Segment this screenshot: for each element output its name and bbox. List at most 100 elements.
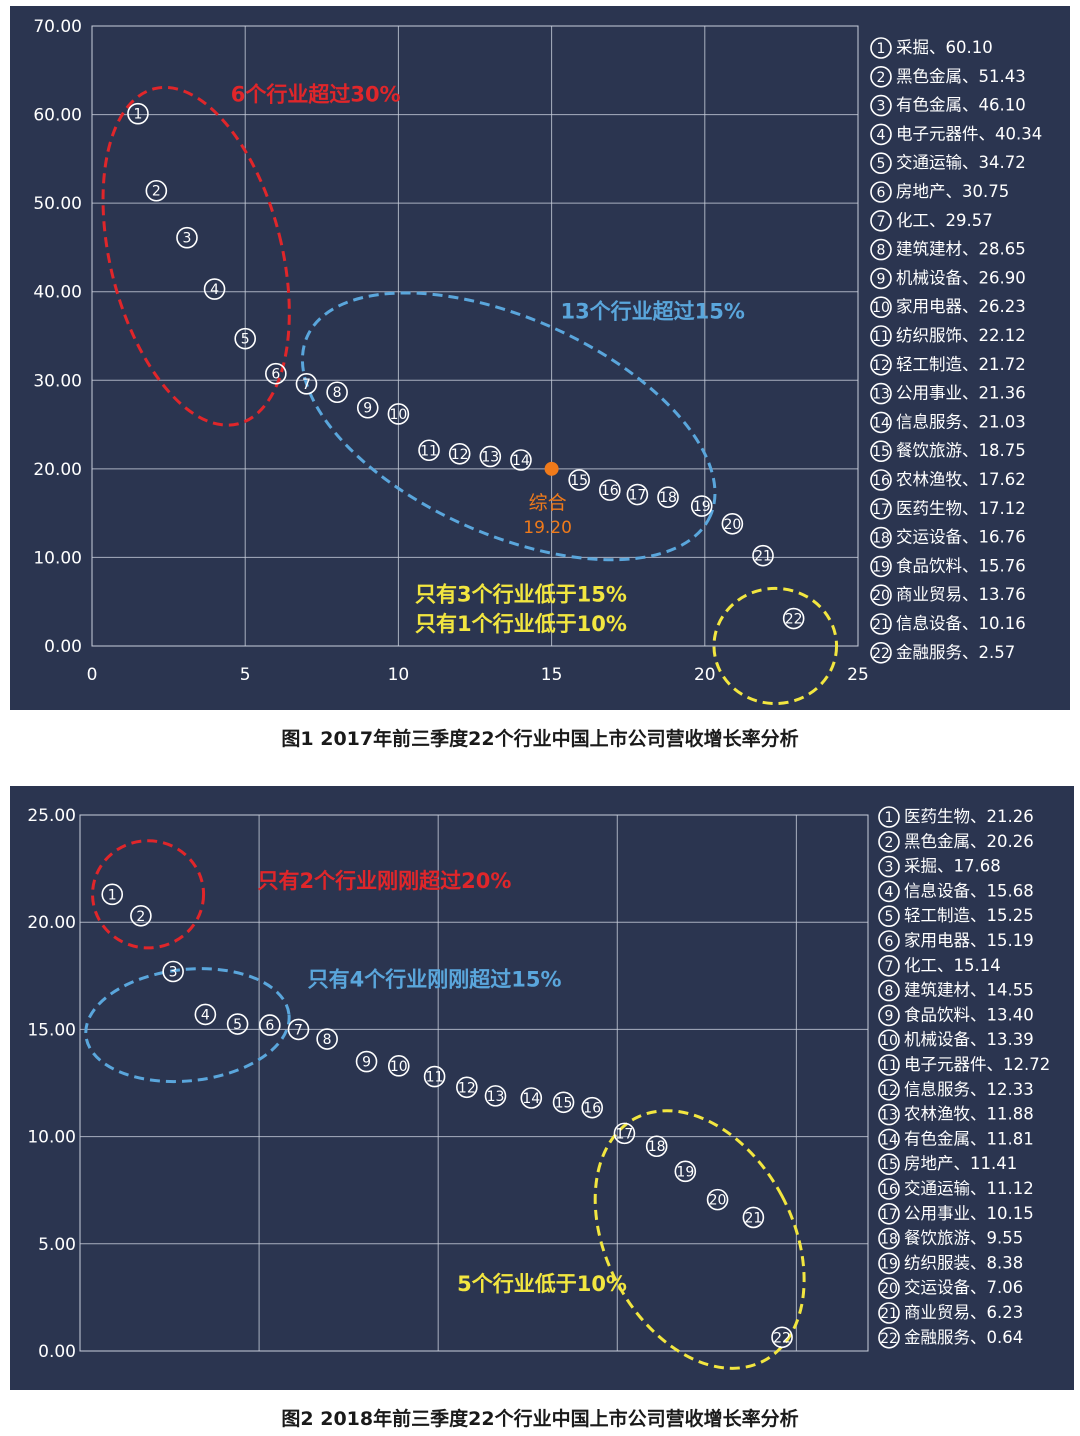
y-tick-label: 20.00 [27,913,76,933]
legend-item: 12 轻工制造、21.72 [870,353,1026,376]
legend-label: 商业贸易、13.76 [896,585,1026,604]
legend-marker-label: 14 [872,415,890,431]
data-point-label: 3 [169,965,178,981]
data-point-marker [387,403,410,425]
data-point-marker [752,544,774,567]
legend-item: 5 交通运输、34.72 [870,152,1026,174]
data-point-label: 18 [648,1139,666,1155]
data-point-marker [674,1160,697,1183]
data-point-marker [162,960,184,983]
legend-item: 13 公用事业、21.36 [870,382,1026,405]
legend-label: 餐饮旅游、9.55 [904,1229,1023,1248]
legend-label: 金融服务、0.64 [904,1328,1023,1347]
legend-label: 公用事业、21.36 [896,384,1026,403]
legend-label: 黑色金属、20.26 [904,832,1034,851]
composite-point [544,461,559,476]
data-point: 4 [203,278,226,300]
legend-item: 21 商业贸易、6.23 [878,1302,1023,1324]
legend-label: 采掘、60.10 [896,38,993,57]
data-point-marker [203,278,226,300]
legend-label: 纺织服饰、22.12 [896,326,1026,345]
legend-label: 信息服务、21.03 [896,412,1026,431]
legend-marker-label: 16 [880,1182,898,1198]
data-point: 16 [581,1096,604,1119]
data-point-label: 16 [601,483,619,499]
legend-label: 化工、29.57 [896,211,993,230]
legend-item: 13 农林渔牧、11.88 [878,1103,1034,1126]
data-point: 11 [423,1065,446,1088]
y-tick-label: 0.00 [44,637,82,657]
legend-label: 轻工制造、15.25 [904,906,1034,925]
legend-item: 10 家用电器、26.23 [870,296,1026,319]
data-point: 10 [387,403,410,425]
legend-marker [870,296,892,319]
legend-label: 纺织服装、8.38 [904,1253,1023,1272]
composite-label: 综合 [529,492,567,514]
legend-label: 交通运输、11.12 [904,1179,1034,1198]
data-point-marker [387,1055,410,1077]
data-point-label: 20 [709,1193,727,1209]
highlight-region-yellow [712,586,839,706]
x-tick-label: 25 [847,665,869,685]
x-tick-label: 20 [694,665,716,685]
legend-marker [870,325,892,347]
legend-item: 1 医药生物、21.26 [878,806,1034,828]
legend-marker [878,1252,900,1275]
annotation-red: 6个行业超过30% [231,82,401,106]
data-point-marker [130,904,152,927]
legend-marker [878,1153,900,1176]
data-point: 15 [568,469,590,491]
data-point-label: 14 [522,1091,540,1107]
legend-label: 医药生物、21.26 [904,807,1034,826]
data-point-label: 8 [333,385,342,401]
data-point: 2 [145,179,168,202]
data-point: 13 [479,445,502,468]
legend-marker [878,1029,900,1051]
legend-marker [878,1277,900,1300]
legend-marker-label: 12 [880,1083,898,1099]
data-point: 8 [316,1028,338,1050]
legend-item: 6 家用电器、15.19 [878,930,1034,952]
legend-marker-label: 9 [877,271,886,287]
legend-label: 信息设备、10.16 [896,614,1026,633]
legend-item: 20 商业贸易、13.76 [870,584,1026,607]
data-point: 9 [356,396,379,419]
annotation-blue: 13个行业超过15% [560,299,745,323]
data-point-label: 13 [481,449,499,465]
data-point: 21 [742,1206,765,1229]
data-point-marker [326,381,348,404]
y-tick-label: 60.00 [33,106,82,126]
data-point-label: 19 [693,499,711,515]
legend-label: 机械设备、26.90 [896,268,1026,287]
data-point: 20 [721,512,744,535]
data-point-label: 1 [133,107,142,123]
data-point: 12 [456,1076,478,1099]
data-point-label: 17 [616,1126,634,1142]
legend-marker [878,1004,900,1027]
data-point-label: 19 [676,1164,694,1180]
highlight-region-red [91,839,206,950]
legend-marker-label: 21 [872,617,890,633]
legend-item: 2 黑色金属、51.43 [870,66,1026,88]
figure-caption-2017: 图1 2017年前三季度22个行业中国上市公司营收增长率分析 [281,728,799,750]
legend-item: 4 电子元器件、40.34 [870,123,1042,146]
data-point-marker [706,1188,729,1211]
legend-marker-label: 13 [880,1108,898,1124]
data-point: 18 [657,486,679,509]
data-point: 10 [387,1055,410,1077]
data-point-marker [316,1028,338,1050]
data-point: 7 [295,373,318,395]
legend-label: 交通运输、34.72 [896,153,1026,172]
data-point-marker [176,226,198,249]
data-point: 21 [752,544,774,567]
legend-item: 15 房地产、11.41 [878,1153,1017,1176]
data-point-marker [645,1135,668,1158]
y-tick-label: 5.00 [38,1235,76,1255]
legend-label: 建筑建材、14.55 [904,981,1034,1000]
legend-label: 家用电器、15.19 [904,931,1034,950]
legend-marker [878,905,900,927]
data-point-label: 11 [420,443,438,459]
data-point: 7 [287,1018,310,1041]
legend-marker-label: 6 [877,185,886,201]
legend-marker-label: 13 [872,387,890,403]
